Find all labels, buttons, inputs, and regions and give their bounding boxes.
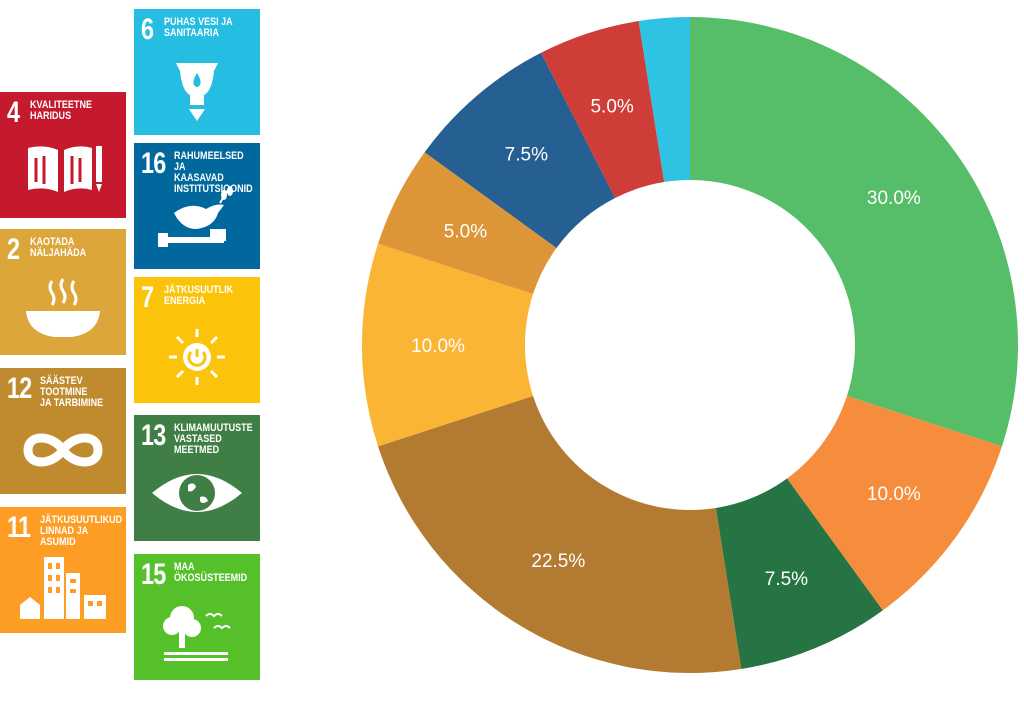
goal-title: RAHUMEELSED JA KAASAVAD INSTITUTSIOONID	[174, 150, 253, 195]
donut-slice-9	[638, 17, 690, 183]
goal-number: 4	[7, 96, 20, 129]
goal-title: KLIMAMUUTUSTE VASTASED MEETMED	[174, 422, 253, 456]
slice-label-4: 22.5%	[531, 551, 585, 572]
goal-number: 6	[141, 13, 154, 46]
donut-slice-3	[715, 478, 883, 669]
donut-slice-8	[541, 21, 665, 198]
sdg-tile-4: 4 KVALITEETNE HARIDUS	[0, 92, 126, 218]
goal-title: JÄTKUSUUTLIKUD LINNAD JA ASUMID	[40, 514, 123, 548]
sdg-tile-2: 2 KAOTADA NÄLJAHÄDA	[0, 229, 126, 355]
slice-label-5: 10.0%	[411, 336, 465, 357]
tree-birds-icon	[163, 606, 231, 661]
goal-number: 2	[7, 233, 20, 266]
infinity-icon	[23, 433, 103, 467]
sdg-tile-11: 11 JÄTKUSUUTLIKUD LINNAD JA ASUMID	[0, 507, 126, 633]
book-pencil-icon	[28, 146, 102, 192]
buildings-icon	[20, 557, 106, 619]
goal-title: MAA ÖKOSÜSTEEMID	[174, 561, 248, 584]
goal-title: SÄÄSTEV TOOTMINE JA TARBIMINE	[40, 375, 104, 409]
slice-label-2: 10.0%	[867, 484, 921, 505]
goal-number: 7	[141, 281, 154, 314]
slice-label-7: 7.5%	[505, 144, 548, 165]
goal-title: KVALITEETNE HARIDUS	[30, 99, 92, 122]
goal-number: 12	[7, 372, 32, 405]
sdg-tile-7: 7 JÄTKUSUUTLIK ENERGIA	[134, 277, 260, 403]
donut-slice-1	[690, 17, 1018, 447]
water-tap-icon	[176, 63, 218, 121]
goal-title: JÄTKUSUUTLIK ENERGIA	[164, 284, 234, 307]
sdg-tile-16: 16 RAHUMEELSED JA KAASAVAD INSTITUTSIOON…	[134, 143, 260, 269]
goal-title: KAOTADA NÄLJAHÄDA	[30, 236, 87, 259]
goal-number: 16	[141, 147, 166, 180]
sdg-tile-15: 15 MAA ÖKOSÜSTEEMID	[134, 554, 260, 680]
slice-label-8: 5.0%	[590, 96, 633, 117]
donut-slice-7	[424, 52, 616, 249]
donut-slice-2	[786, 395, 1002, 611]
donut-slice-4	[378, 395, 742, 673]
goal-number: 13	[141, 419, 166, 452]
slice-label-6: 5.0%	[444, 222, 487, 243]
bowl-steam-icon	[26, 278, 100, 337]
goal-number: 11	[7, 511, 31, 544]
dove-gavel-icon	[158, 186, 233, 247]
slice-label-3: 7.5%	[765, 569, 808, 590]
donut-slice-5	[361, 243, 534, 447]
eye-globe-icon	[152, 474, 242, 512]
donut-slice-6	[378, 152, 557, 295]
sun-power-icon	[169, 329, 225, 385]
goal-title: PUHAS VESI JA SANITAARIA	[164, 16, 233, 39]
slice-label-1: 30.0%	[867, 188, 921, 209]
goal-number: 15	[141, 558, 166, 591]
sdg-tile-13: 13 KLIMAMUUTUSTE VASTASED MEETMED	[134, 415, 260, 541]
sdg-tile-6: 6 PUHAS VESI JA SANITAARIA	[134, 9, 260, 135]
sdg-tile-12: 12 SÄÄSTEV TOOTMINE JA TARBIMINE	[0, 368, 126, 494]
